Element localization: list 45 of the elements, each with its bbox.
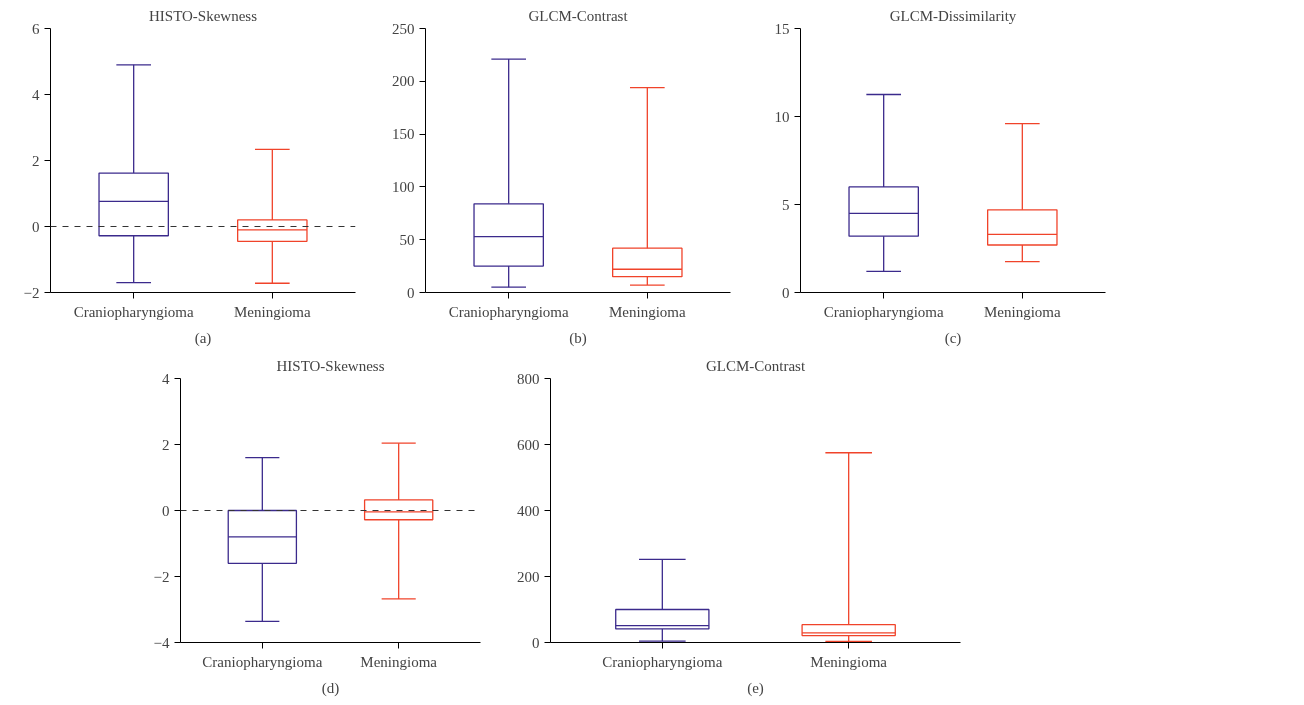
x-tick-label: Meningioma [983,303,1061,320]
x-tick-label: Craniopharyngioma [823,303,945,320]
y-tick-label: 5 [782,196,790,213]
text: (e) [747,679,764,697]
text: (b) [569,329,587,347]
y-tick-label: −2 [23,284,40,301]
y-tick-label: 2 [162,436,170,453]
y-tick-label: −4 [153,634,170,651]
y-tick-label: 0 [532,634,540,651]
y-tick-label: 200 [517,568,540,585]
x-tick-label: Meningioma [608,303,686,320]
x-tick-label: Craniopharyngioma [602,653,723,670]
y-tick-label: 800 [517,370,540,387]
x-tick-label: Meningioma [810,653,888,670]
y-tick-label: 15 [774,20,790,37]
y-tick-label: 600 [517,436,540,453]
y-tick-label: 10 [774,108,790,125]
chart-title: HISTO-Skewness [276,357,385,374]
chart-title: GLCM-Dissimilarity [889,7,1017,24]
x-tick-label: Meningioma [360,653,438,670]
y-tick-label: 0 [407,284,415,301]
y-tick-label: 50 [399,231,415,248]
y-tick-label: 200 [392,73,415,90]
x-tick-label: Meningioma [233,303,311,320]
y-tick-label: 6 [32,20,40,37]
y-tick-label: 2 [32,152,40,169]
y-tick-label: −2 [153,568,170,585]
x-tick-label: Craniopharyngioma [73,303,195,320]
y-tick-label: 250 [392,20,415,37]
y-tick-label: 100 [392,178,415,195]
y-tick-label: 4 [162,370,170,387]
x-tick-label: Craniopharyngioma [448,303,570,320]
text: (c) [944,329,962,347]
y-tick-label: 0 [32,218,40,235]
y-tick-label: 4 [32,86,40,103]
y-tick-label: 0 [782,284,790,301]
chart-title: GLCM-Contrast [528,7,629,24]
chart-title: GLCM-Contrast [705,357,806,374]
y-tick-label: 0 [162,502,170,519]
x-tick-label: Craniopharyngioma [202,653,323,670]
text: (a) [194,329,212,347]
text: (d) [321,679,340,697]
y-tick-label: 400 [517,502,540,519]
chart-title: HISTO-Skewness [148,7,258,24]
y-tick-label: 150 [392,126,415,143]
